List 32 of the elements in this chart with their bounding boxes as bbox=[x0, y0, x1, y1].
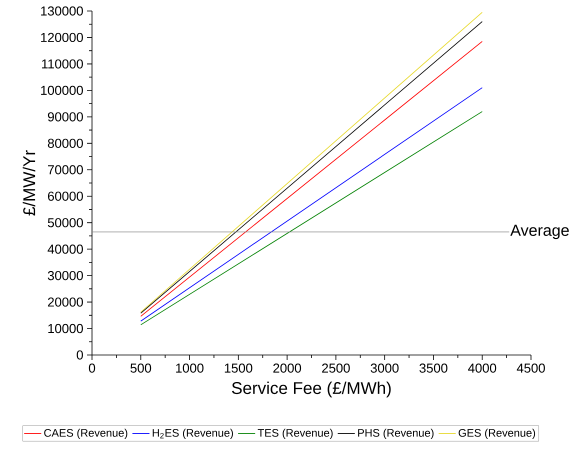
x-tick-label: 3500 bbox=[419, 364, 448, 373]
legend-label: H$_{2}$ES (Revenue) bbox=[152, 428, 233, 439]
y-tick-label: 0 bbox=[76, 350, 83, 360]
y-tick-label: 50000 bbox=[48, 218, 83, 228]
x-tick-label: 1000 bbox=[176, 364, 204, 373]
x-tick-label: 4000 bbox=[468, 364, 496, 373]
x-tick-label: 0 bbox=[88, 364, 96, 373]
legend-label: PHS (Revenue) bbox=[358, 428, 434, 439]
y-tick-label: 90000 bbox=[48, 112, 83, 122]
x-tick-label: 2500 bbox=[322, 364, 350, 373]
x-tick-label: 3000 bbox=[370, 364, 399, 373]
legend-label: TES (Revenue) bbox=[258, 428, 333, 439]
y-tick-label: 10000 bbox=[48, 324, 83, 334]
y-tick-label: 30000 bbox=[48, 271, 83, 280]
x-tick-label: 500 bbox=[130, 364, 152, 373]
legend-label: GES (Revenue) bbox=[458, 428, 536, 439]
y-tick-label: 100000 bbox=[41, 86, 83, 95]
y-tick-label: 120000 bbox=[41, 32, 83, 42]
y-tick-label: 110000 bbox=[42, 59, 83, 69]
legend-label: CAES (Revenue) bbox=[44, 428, 128, 439]
y-tick-label: 130000 bbox=[41, 6, 83, 16]
y-tick-label: 60000 bbox=[48, 192, 83, 201]
y-axis-title: £/MW/Yr bbox=[22, 150, 36, 216]
y-tick-label: 70000 bbox=[48, 165, 83, 174]
y-tick-label: 80000 bbox=[48, 138, 83, 148]
x-tick-label: 4500 bbox=[516, 364, 545, 373]
ref-line-label: Average bbox=[510, 224, 569, 240]
y-tick-label: 20000 bbox=[48, 297, 83, 307]
x-axis-title: Service Fee (£/MWh) bbox=[232, 382, 391, 398]
x-tick-label: 2000 bbox=[273, 364, 302, 373]
y-tick-label: 40000 bbox=[48, 244, 83, 254]
x-tick-label: 1500 bbox=[224, 364, 252, 373]
